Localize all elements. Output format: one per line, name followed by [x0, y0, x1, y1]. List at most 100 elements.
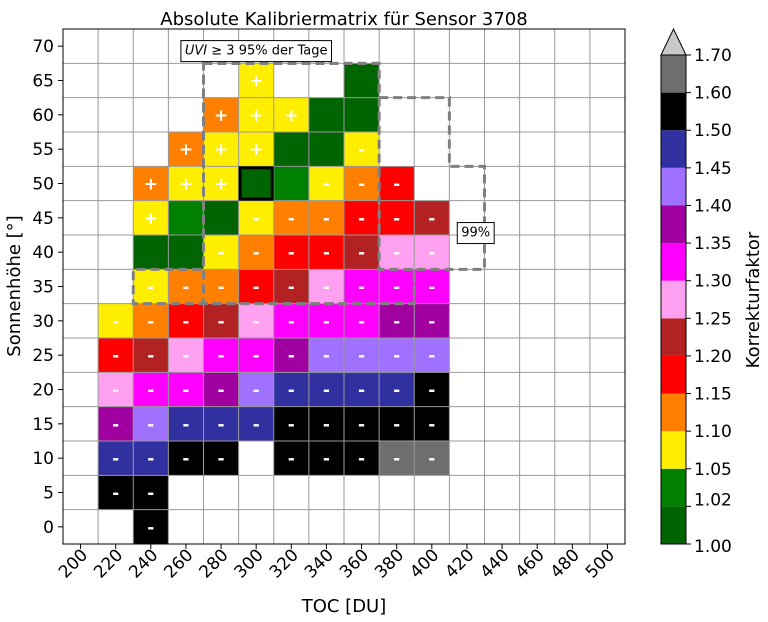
cell-sign-label: -	[323, 381, 330, 401]
heatmap-cell	[344, 63, 380, 98]
heatmap-cell	[168, 132, 204, 167]
heatmap-cell	[238, 372, 274, 407]
cell-sign-label: -	[218, 381, 225, 401]
heatmap-cell	[344, 235, 380, 270]
x-tick-label: 220	[90, 545, 127, 582]
cell-sign-label: -	[393, 175, 400, 195]
cell-sign-label: +	[249, 72, 263, 92]
cell-signs: - - - - - - - - - - - - - - - - - - - - - - - - - - - - - - - - - - - - - - - -…	[112, 72, 435, 538]
cell-sign-label: -	[393, 312, 400, 332]
cell-sign-label: -	[428, 209, 435, 229]
x-tick-label: 420	[441, 545, 478, 582]
colorbar-label: Korrekturfaktor	[743, 231, 764, 368]
colorbar-segment	[661, 318, 686, 356]
colorbar-tick-label: 1.00	[694, 537, 732, 557]
cell-sign-label: -	[253, 415, 260, 435]
cell-sign-label: +	[214, 175, 228, 195]
contours	[131, 61, 486, 306]
cell-sign-label: -	[112, 449, 119, 469]
heatmap-cell	[379, 338, 415, 373]
y-tick-label: 25	[32, 346, 54, 366]
heatmap-cell	[238, 132, 274, 167]
y-axis-ticks: 0 5 10 15 20 25 30 35 40 45 50 55 60 65 70	[32, 37, 63, 538]
heatmap-cell	[379, 200, 415, 235]
cell-sign-label: -	[112, 484, 119, 504]
cell-sign-label: -	[358, 209, 365, 229]
cell-sign-label: -	[147, 415, 154, 435]
cell-sign-label: -	[288, 346, 295, 366]
heatmap-cell	[238, 235, 274, 270]
x-tick-label: 260	[160, 545, 197, 582]
heatmap-cell	[238, 200, 274, 235]
annotation-text: UVI ≥ 3 95% der Tage	[185, 44, 328, 59]
y-tick-label: 70	[32, 37, 54, 57]
heatmap-cell	[203, 132, 239, 167]
heatmap-cell	[379, 166, 415, 201]
cell-sign-label: -	[358, 243, 365, 263]
heatmap-cell	[238, 303, 274, 338]
x-axis-label: TOC [DU]	[301, 596, 387, 617]
cell-sign-label: -	[112, 346, 119, 366]
heatmap-cell	[273, 235, 309, 270]
heatmap-cell	[344, 441, 380, 476]
heatmap-cell	[344, 132, 380, 167]
y-tick-label: 35	[32, 278, 54, 298]
colorbar-segment	[661, 55, 686, 93]
cell-sign-label: -	[323, 312, 330, 332]
heatmap-cell	[308, 269, 344, 304]
cell-sign-label: -	[288, 312, 295, 332]
colorbar-extend-triangle	[660, 27, 687, 56]
cell-sign-label: -	[393, 415, 400, 435]
colorbar-tick-label: 1.25	[694, 309, 732, 329]
heatmap-cell	[344, 166, 380, 201]
cell-sign-label: -	[218, 312, 225, 332]
colorbar-tick-label: 1.15	[694, 385, 732, 405]
heatmap-cell	[168, 338, 204, 373]
cell-sign-label: -	[218, 449, 225, 469]
cell-sign-label: -	[253, 346, 260, 366]
cell-sign-label: -	[323, 278, 330, 298]
cell-sign-label: -	[253, 278, 260, 298]
heatmap-cell	[168, 441, 204, 476]
colorbar-tick-label: 1.30	[694, 272, 732, 292]
annotation-text: 99%	[461, 226, 490, 241]
cell-sign-label: -	[288, 449, 295, 469]
cell-sign-label: -	[393, 449, 400, 469]
cell-sign-label: -	[393, 278, 400, 298]
cell-sign-label: -	[323, 415, 330, 435]
heatmap-cell	[98, 372, 134, 407]
cell-sign-label: -	[288, 415, 295, 435]
cell-sign-label: -	[323, 346, 330, 366]
heatmap-cell	[168, 406, 204, 441]
colorbar-segment	[661, 280, 686, 319]
x-tick-label: 300	[231, 545, 268, 582]
cell-sign-label: -	[288, 209, 295, 229]
x-tick-label: 500	[582, 545, 619, 582]
cell-sign-label: -	[358, 312, 365, 332]
x-axis-ticks: 2002202402602803003203403603804004204404…	[55, 544, 619, 582]
heatmap-cell	[203, 269, 239, 304]
heatmap-cell	[98, 303, 134, 338]
y-tick-label: 65	[32, 72, 54, 92]
heatmap-cell	[379, 235, 415, 270]
cell-sign-label: -	[182, 415, 189, 435]
colorbar-segment	[661, 506, 686, 544]
y-tick-label: 30	[32, 312, 54, 332]
heatmap-cell	[414, 303, 450, 338]
colorbar-segment	[661, 431, 686, 469]
heatmap-cell	[168, 200, 204, 235]
cell-sign-label: -	[288, 278, 295, 298]
cell-sign-label: +	[284, 106, 298, 126]
cell-sign-label: -	[323, 175, 330, 195]
heatmap-cell	[273, 200, 309, 235]
heatmap-cell	[238, 97, 274, 132]
colorbar-tick-label: 1.70	[694, 46, 732, 66]
heatmap-cell	[344, 303, 380, 338]
heatmap-cell	[273, 303, 309, 338]
heatmap-cell	[98, 441, 134, 476]
cell-sign-label: +	[214, 106, 228, 126]
cell-sign-label: +	[144, 175, 158, 195]
cell-sign-label: -	[393, 381, 400, 401]
colorbar-segment	[661, 205, 686, 244]
heatmap-cell	[168, 235, 204, 270]
